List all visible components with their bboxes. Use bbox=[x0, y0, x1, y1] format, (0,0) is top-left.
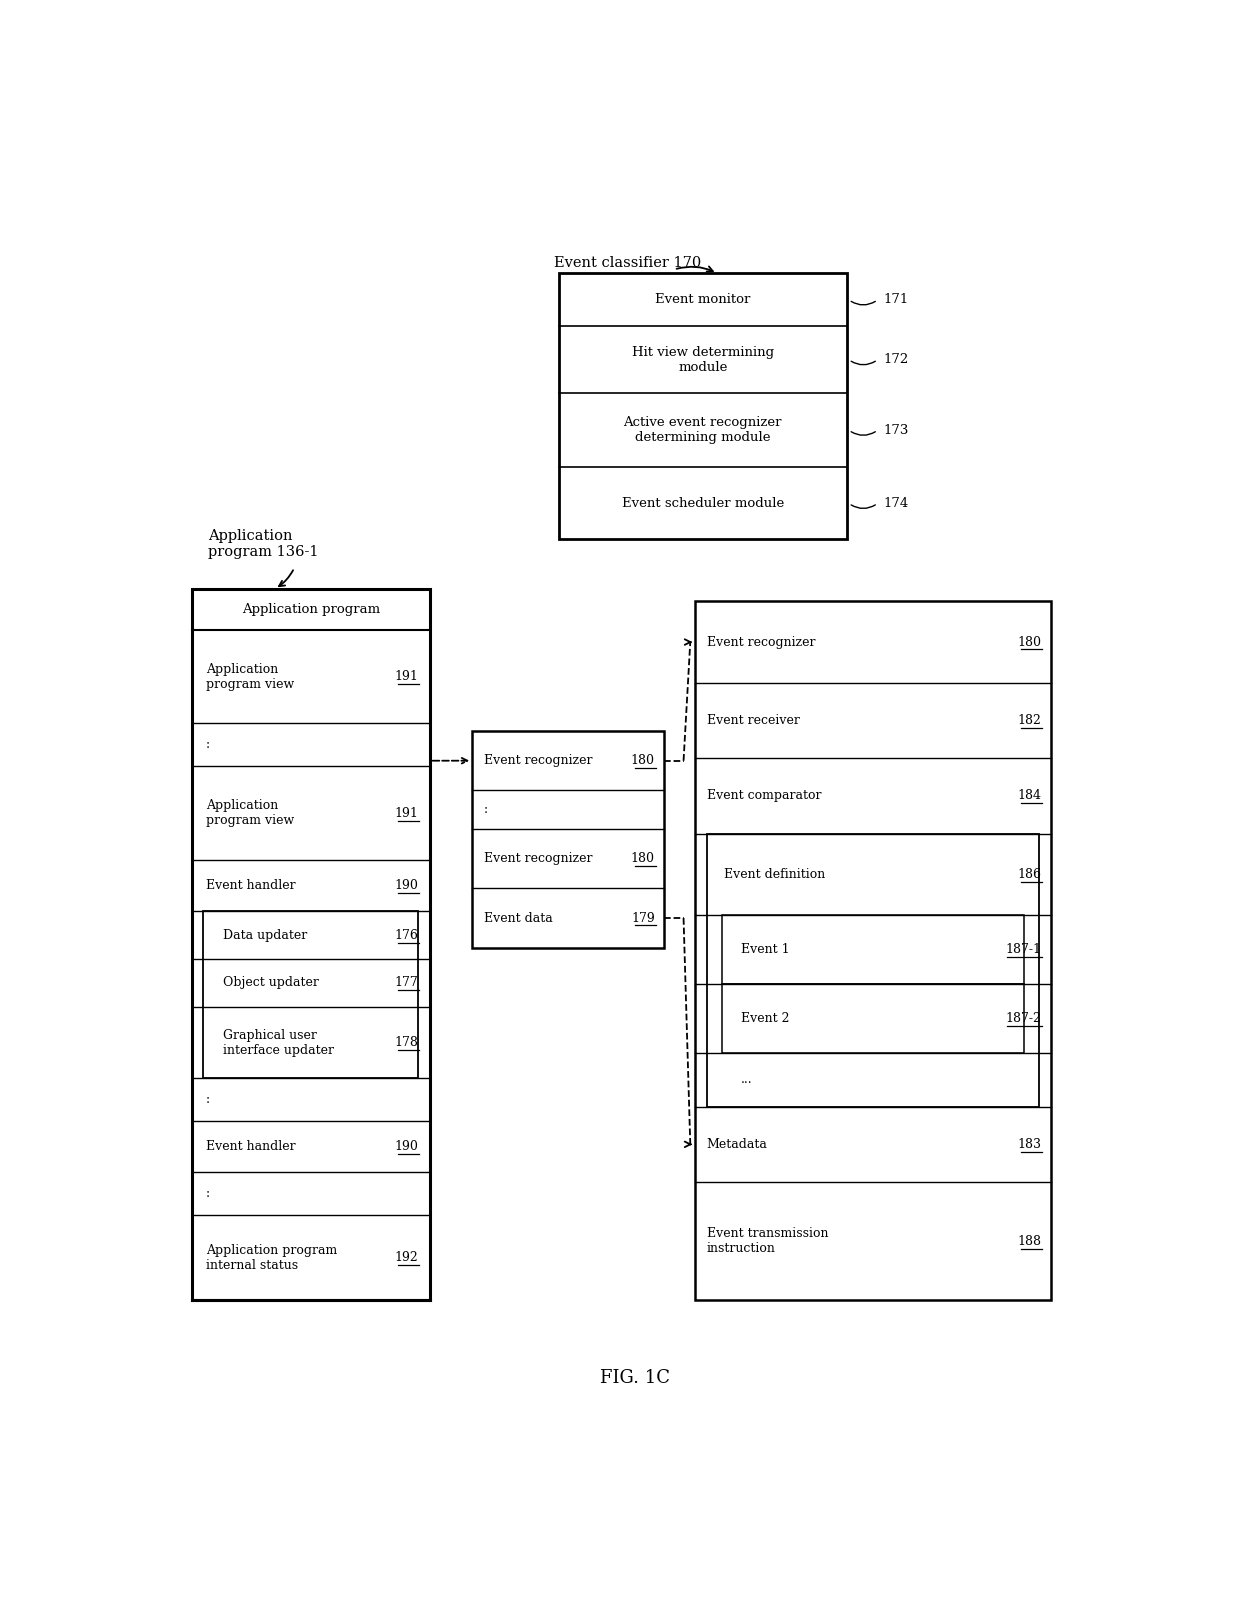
Text: 176: 176 bbox=[394, 929, 418, 942]
Text: 188: 188 bbox=[1017, 1234, 1042, 1247]
Text: Application program
internal status: Application program internal status bbox=[206, 1244, 337, 1271]
Text: Event 1: Event 1 bbox=[742, 943, 790, 956]
Text: 177: 177 bbox=[394, 977, 418, 990]
Text: 190: 190 bbox=[394, 879, 418, 892]
Text: Event transmission
instruction: Event transmission instruction bbox=[707, 1228, 828, 1255]
Bar bbox=[696, 601, 1050, 1300]
Bar bbox=[722, 916, 1024, 983]
Text: 173: 173 bbox=[883, 424, 909, 437]
Text: Data updater: Data updater bbox=[223, 929, 308, 942]
Text: Application program: Application program bbox=[242, 603, 379, 615]
Text: Object updater: Object updater bbox=[223, 977, 319, 990]
Text: ...: ... bbox=[742, 1073, 753, 1086]
Text: Event comparator: Event comparator bbox=[707, 789, 821, 802]
Text: Event receiver: Event receiver bbox=[707, 714, 800, 726]
Text: 187-2: 187-2 bbox=[1006, 1012, 1042, 1025]
Text: 187-1: 187-1 bbox=[1006, 943, 1042, 956]
Text: :: : bbox=[206, 738, 210, 752]
Text: Event handler: Event handler bbox=[206, 1141, 295, 1154]
Bar bbox=[707, 834, 1039, 1107]
Text: 179: 179 bbox=[631, 911, 655, 924]
Text: Application
program view: Application program view bbox=[206, 799, 294, 828]
Text: :: : bbox=[206, 1188, 210, 1200]
Text: Event definition: Event definition bbox=[724, 868, 825, 881]
Text: 183: 183 bbox=[1017, 1138, 1042, 1151]
Text: 171: 171 bbox=[883, 294, 909, 307]
Text: Event handler: Event handler bbox=[206, 879, 295, 892]
Text: 192: 192 bbox=[394, 1252, 418, 1265]
Text: 182: 182 bbox=[1017, 714, 1042, 726]
Text: Event classifier 170: Event classifier 170 bbox=[554, 256, 701, 270]
Text: Event recognizer: Event recognizer bbox=[484, 852, 593, 865]
Bar bbox=[472, 731, 665, 948]
Text: 191: 191 bbox=[394, 807, 418, 820]
Text: Event 2: Event 2 bbox=[742, 1012, 790, 1025]
Text: Metadata: Metadata bbox=[707, 1138, 768, 1151]
Text: Hit view determining
module: Hit view determining module bbox=[631, 346, 774, 374]
Text: 172: 172 bbox=[883, 354, 909, 366]
Text: Event scheduler module: Event scheduler module bbox=[621, 497, 784, 509]
Text: 184: 184 bbox=[1017, 789, 1042, 802]
Text: 178: 178 bbox=[394, 1037, 418, 1049]
Text: :: : bbox=[206, 1093, 210, 1106]
Text: 180: 180 bbox=[1017, 635, 1042, 649]
Text: Active event recognizer
determining module: Active event recognizer determining modu… bbox=[624, 416, 782, 444]
Text: :: : bbox=[484, 804, 487, 816]
Text: Event data: Event data bbox=[484, 911, 552, 924]
Bar bbox=[203, 911, 418, 1078]
Text: Application
program 136-1: Application program 136-1 bbox=[208, 529, 319, 559]
Text: Graphical user
interface updater: Graphical user interface updater bbox=[223, 1028, 335, 1057]
Text: 190: 190 bbox=[394, 1141, 418, 1154]
Text: Event monitor: Event monitor bbox=[655, 294, 750, 307]
Text: Event recognizer: Event recognizer bbox=[707, 635, 815, 649]
Text: 174: 174 bbox=[883, 497, 909, 509]
Text: Application
program view: Application program view bbox=[206, 662, 294, 691]
Text: FIG. 1C: FIG. 1C bbox=[600, 1369, 671, 1387]
Text: 186: 186 bbox=[1017, 868, 1042, 881]
Text: 180: 180 bbox=[631, 754, 655, 767]
Bar bbox=[191, 588, 430, 1300]
Text: 180: 180 bbox=[631, 852, 655, 865]
Text: 191: 191 bbox=[394, 670, 418, 683]
Bar bbox=[722, 983, 1024, 1053]
Bar bbox=[558, 273, 847, 540]
Text: Event recognizer: Event recognizer bbox=[484, 754, 593, 767]
